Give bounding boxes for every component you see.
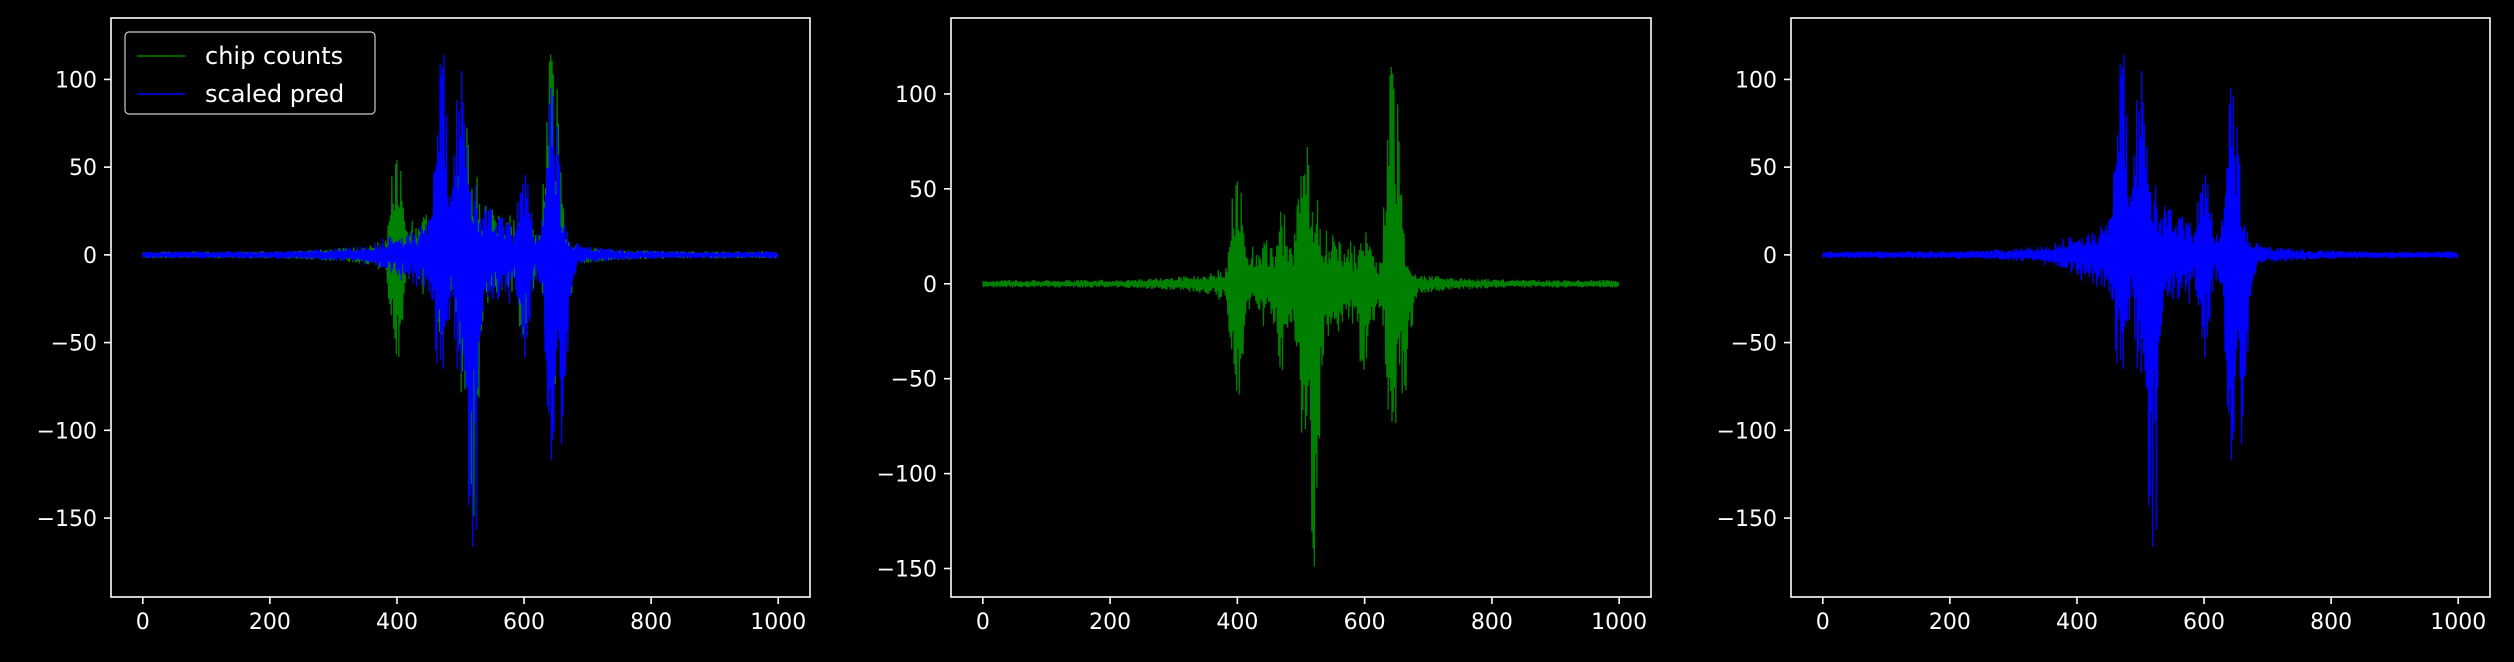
y-tick-label: −100 [1717, 419, 1777, 444]
y-tick-label: 100 [895, 83, 937, 108]
legend-label: chip counts [205, 42, 343, 70]
y-tick-label: 50 [909, 178, 937, 203]
x-tick-label: 800 [2310, 610, 2352, 635]
chart-2: 0 200 400 600 800 1000 −150 −100 −50 0 50 100 [877, 17, 1652, 635]
x-tick-label: 600 [503, 610, 545, 635]
y-tick-label: 50 [1749, 156, 1777, 181]
chart-3: 0 200 400 600 800 1000 −150 −100 −50 0 50 100 [1717, 17, 2491, 635]
y-tick-label: −50 [891, 368, 937, 393]
legend-box [124, 31, 376, 115]
x-tick-label: 800 [630, 610, 672, 635]
y-tick-label: −150 [1717, 507, 1777, 532]
y-tick-label: 50 [69, 156, 97, 181]
y-tick-label: −100 [877, 463, 937, 488]
axes-frame [1790, 17, 2491, 598]
x-tick-label: 200 [249, 610, 291, 635]
y-tick-label: −100 [37, 419, 97, 444]
series-line-series-1 [1822, 54, 2459, 547]
axes-frame [950, 17, 1652, 598]
y-tick-label: 0 [83, 244, 97, 269]
y-tick-label: −150 [37, 507, 97, 532]
x-tick-label: 600 [1344, 610, 1386, 635]
y-tick-label: −50 [1731, 332, 1777, 357]
x-tick-label: 200 [1089, 610, 1131, 635]
y-tick-label: 0 [1763, 244, 1777, 269]
x-tick-label: 800 [1471, 610, 1513, 635]
chart-1: 0 200 400 600 800 1000 −150 −100 −50 0 50 100 chip c… [37, 17, 811, 635]
y-tick-label: 100 [1735, 68, 1777, 93]
y-tick-label: −150 [877, 558, 937, 583]
x-tick-label: 0 [1816, 610, 1830, 635]
series-line-scaled-pred [142, 54, 779, 547]
y-tick-label: 0 [923, 273, 937, 298]
x-tick-label: 1000 [1591, 610, 1647, 635]
x-tick-label: 400 [2056, 610, 2098, 635]
x-tick-label: 600 [2183, 610, 2225, 635]
x-tick-label: 0 [976, 610, 990, 635]
y-tick-label: 100 [55, 68, 97, 93]
axes-frame [110, 17, 811, 598]
x-tick-label: 400 [376, 610, 418, 635]
x-tick-label: 200 [1929, 610, 1971, 635]
series-line-series-1 [982, 67, 1620, 567]
x-tick-label: 0 [136, 610, 150, 635]
legend: chip counts scaled pred [124, 31, 376, 115]
x-tick-label: 1000 [2430, 610, 2486, 635]
x-tick-label: 400 [1216, 610, 1258, 635]
legend-label: scaled pred [205, 80, 344, 108]
x-tick-label: 1000 [750, 610, 806, 635]
y-tick-label: −50 [51, 332, 97, 357]
